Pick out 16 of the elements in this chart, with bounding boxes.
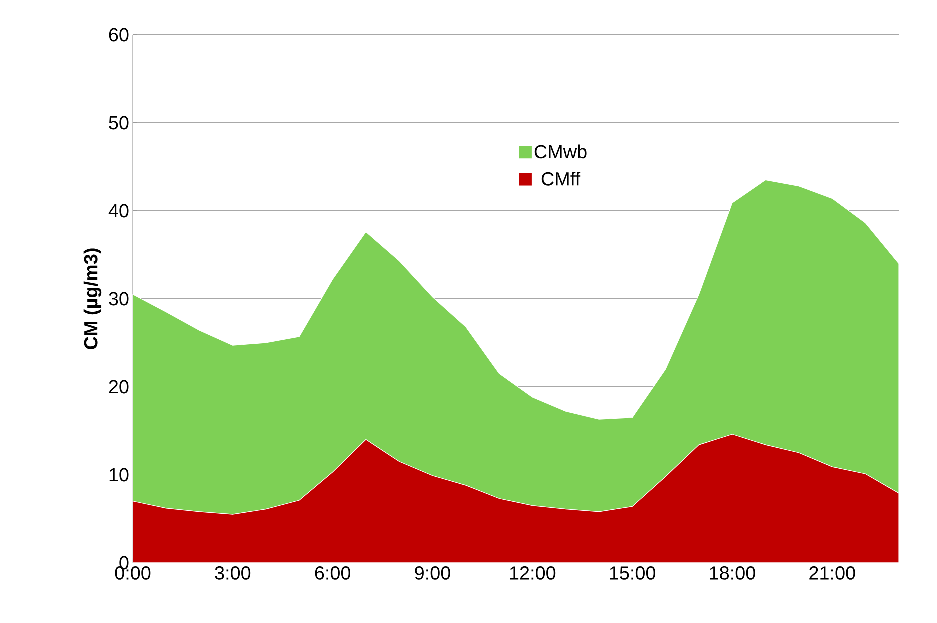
y-tick-label: 40: [108, 204, 129, 218]
x-tick-label: 12:00: [510, 566, 556, 580]
legend-label: CMwb: [534, 144, 587, 159]
x-tick-label: 3:00: [215, 566, 251, 580]
x-tick-label: 6:00: [315, 566, 351, 580]
y-tick-label: 20: [109, 380, 129, 394]
x-tick-label: 9:00: [415, 566, 450, 580]
x-tick-label: 21:00: [810, 566, 856, 580]
y-tick-label: 30: [109, 292, 129, 306]
x-tick-label: 18:00: [710, 566, 756, 580]
y-tick-label: 60: [109, 28, 129, 42]
x-tick-label: 15:00: [610, 566, 656, 580]
legend-label: CMff: [542, 172, 581, 186]
y-axis-title: CM (µg/m3): [84, 248, 102, 350]
y-tick-label: 10: [110, 468, 129, 482]
y-tick-label: 50: [109, 116, 129, 130]
